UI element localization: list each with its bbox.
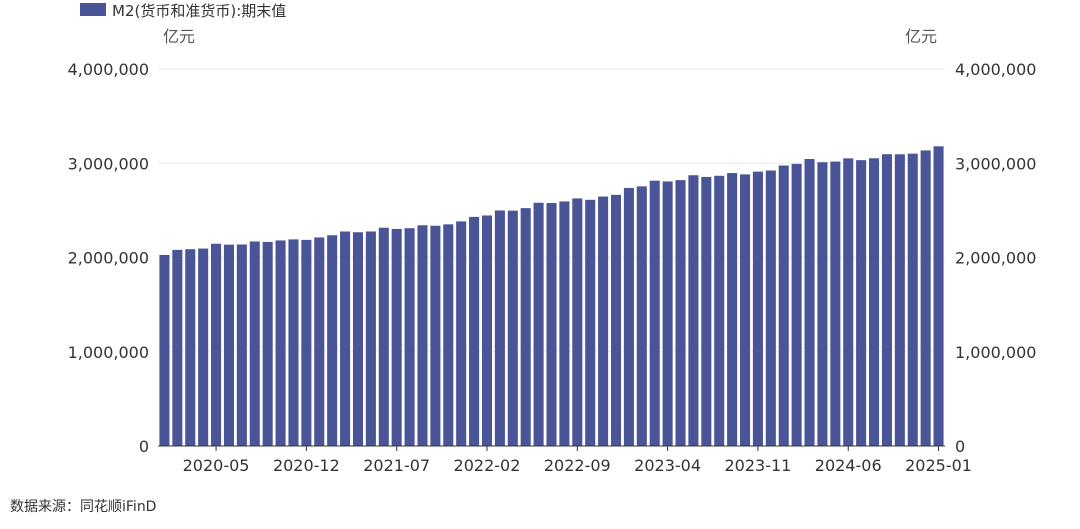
x-tick-label: 2022-02 (454, 456, 521, 475)
bar-2021-05[interactable] (365, 231, 376, 446)
left-axis-unit: 亿元 (163, 27, 195, 46)
bar-2024-07[interactable] (856, 160, 867, 446)
legend[interactable]: M2(货币和准货币):期末值 (80, 2, 286, 20)
bar-2020-09[interactable] (262, 241, 273, 446)
bar-2024-08[interactable] (869, 158, 880, 446)
x-tick-label: 2023-04 (634, 456, 701, 475)
bar-2025-01[interactable] (933, 146, 944, 446)
bar-2021-02[interactable] (327, 235, 338, 446)
bar-2021-07[interactable] (391, 228, 402, 446)
left-y-tick-label: 0 (139, 437, 149, 456)
bar-2023-12[interactable] (765, 170, 776, 446)
bar-2022-12[interactable] (610, 194, 622, 446)
bar-2024-04[interactable] (817, 162, 828, 446)
x-tick-label: 2022-09 (544, 456, 611, 475)
right-y-tick-label: 4,000,000 (955, 60, 1036, 79)
bar-2023-11[interactable] (752, 171, 763, 446)
x-tick-label: 2025-01 (905, 456, 972, 475)
left-y-tick-label: 1,000,000 (68, 343, 149, 362)
bar-2024-09[interactable] (881, 154, 892, 446)
bar-2022-05[interactable] (520, 208, 531, 446)
bar-2022-09[interactable] (572, 198, 583, 446)
bar-2024-06[interactable] (843, 158, 854, 446)
bar-2024-10[interactable] (894, 154, 905, 446)
right-y-tick-label: 2,000,000 (955, 249, 1036, 268)
bar-2021-08[interactable] (404, 228, 415, 446)
x-tick-label: 2023-11 (724, 456, 791, 475)
bar-2020-05[interactable] (211, 243, 222, 446)
bar-2021-03[interactable] (340, 231, 351, 446)
bar-2021-06[interactable] (378, 227, 389, 446)
bar-2023-06[interactable] (688, 175, 699, 446)
bar-2022-11[interactable] (598, 196, 609, 446)
bar-2023-07[interactable] (701, 176, 712, 446)
bar-2023-05[interactable] (675, 180, 686, 447)
bar-2020-12[interactable] (301, 239, 312, 446)
data-source-note: 数据来源：同花顺iFinD (10, 499, 157, 515)
bar-2021-04[interactable] (352, 232, 364, 446)
x-tick-label: 2021-07 (363, 456, 430, 475)
bar-2022-08[interactable] (559, 201, 570, 446)
bar-2020-01[interactable] (159, 254, 170, 446)
bar-2023-01[interactable] (623, 187, 634, 447)
bar-2021-10[interactable] (430, 225, 441, 446)
legend-swatch (80, 3, 106, 16)
x-axis: 2020-05 2020-12 2021-07 2022-02 2022-09 2023-… (183, 446, 972, 475)
bar-2024-11[interactable] (907, 153, 918, 446)
bar-2020-11[interactable] (288, 239, 299, 446)
bar-2021-01[interactable] (314, 237, 325, 446)
bar-2021-11[interactable] (443, 224, 454, 446)
bar-2024-03[interactable] (804, 159, 815, 447)
bar-2024-05[interactable] (830, 161, 841, 446)
bar-2020-07[interactable] (236, 244, 247, 446)
right-y-axis: 0 1,000,000 2,000,000 3,000,000 4,000,000 (955, 60, 1036, 456)
bar-2023-08[interactable] (714, 175, 725, 446)
bar-2024-02[interactable] (791, 163, 802, 447)
bar-2020-02[interactable] (172, 249, 183, 446)
right-y-tick-label: 1,000,000 (955, 343, 1036, 362)
left-y-tick-label: 3,000,000 (68, 154, 149, 173)
left-y-tick-label: 4,000,000 (68, 60, 149, 79)
bar-2020-08[interactable] (249, 241, 260, 446)
bar-2021-09[interactable] (417, 225, 428, 446)
right-y-tick-label: 0 (955, 437, 965, 456)
bar-2022-07[interactable] (546, 203, 557, 446)
bar-2021-12[interactable] (456, 221, 467, 446)
x-tick-label: 2024-06 (815, 456, 882, 475)
bar-2020-10[interactable] (275, 240, 286, 446)
right-axis-unit: 亿元 (905, 27, 937, 46)
bar-2023-09[interactable] (727, 173, 738, 446)
legend-label: M2(货币和准货币):期末值 (112, 2, 286, 20)
bar-2022-01[interactable] (469, 216, 480, 446)
bar-2022-02[interactable] (481, 215, 493, 446)
x-tick-label: 2020-12 (273, 456, 340, 475)
bar-2023-10[interactable] (739, 174, 751, 446)
right-y-tick-label: 3,000,000 (955, 154, 1036, 173)
bars (159, 146, 944, 447)
bar-2024-12[interactable] (920, 150, 931, 446)
bar-2020-03[interactable] (185, 249, 196, 446)
bar-2023-03[interactable] (649, 180, 660, 446)
left-y-tick-label: 2,000,000 (68, 249, 149, 268)
bar-2020-06[interactable] (223, 244, 234, 446)
bar-2023-04[interactable] (662, 181, 673, 446)
x-tick-label: 2020-05 (183, 456, 250, 475)
bar-2022-10[interactable] (585, 199, 596, 446)
bar-2022-06[interactable] (533, 202, 544, 446)
bar-2020-04[interactable] (198, 248, 209, 446)
bar-2022-03[interactable] (494, 210, 505, 446)
bar-2023-02[interactable] (636, 186, 647, 446)
bar-2022-04[interactable] (507, 210, 518, 446)
bar-2024-01[interactable] (778, 165, 789, 446)
left-y-axis: 0 1,000,000 2,000,000 3,000,000 4,000,000 (68, 60, 149, 456)
